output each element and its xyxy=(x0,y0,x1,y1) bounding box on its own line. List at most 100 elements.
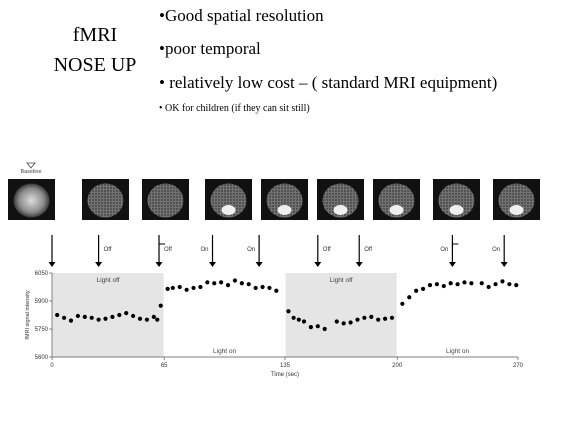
arrow-down-icon xyxy=(155,262,163,267)
data-point-57 xyxy=(441,283,446,289)
data-point-44 xyxy=(348,320,353,325)
data-point-48 xyxy=(376,317,381,322)
x-tick-label-3: 135 xyxy=(280,363,291,369)
data-point-59 xyxy=(455,282,460,287)
data-point-28 xyxy=(232,278,238,283)
data-point-22 xyxy=(191,285,196,291)
data-point-2 xyxy=(61,315,67,320)
data-point-18 xyxy=(165,286,170,291)
data-point-66 xyxy=(507,282,512,287)
y-tick-label-4: 6050 xyxy=(35,271,49,277)
period-band-3 xyxy=(285,273,398,357)
brain-scan-5 xyxy=(261,179,308,220)
data-point-3 xyxy=(68,318,74,323)
period-band-4 xyxy=(397,273,518,357)
data-point-40 xyxy=(315,324,320,329)
data-point-27 xyxy=(225,283,231,288)
y-tick-label-2: 5750 xyxy=(35,327,49,333)
data-point-49 xyxy=(383,316,388,321)
scan-state-label-6: Off xyxy=(364,247,372,253)
arrow-down-icon xyxy=(355,262,363,267)
arrow-down-icon xyxy=(209,262,217,267)
data-point-21 xyxy=(184,287,189,292)
period-band-2 xyxy=(164,273,285,357)
data-point-41 xyxy=(322,326,327,332)
scan-state-label-2: Off xyxy=(164,247,172,253)
visual-cortex-activation xyxy=(333,205,348,215)
x-tick-label-1: 0 xyxy=(50,363,54,369)
data-point-51 xyxy=(400,301,405,306)
y-tick-label-3: 5900 xyxy=(35,299,49,305)
data-point-54 xyxy=(420,286,426,291)
arrow-down-icon xyxy=(48,262,56,267)
brain-slice xyxy=(210,183,247,218)
title-line-1: fMRI xyxy=(72,24,118,46)
visual-cortex-activation xyxy=(389,205,404,215)
fmri-figure: Baseline Off Off On On Off Off On On Light off Lig… xyxy=(8,162,540,378)
scan-state-label-5: Off xyxy=(323,247,331,253)
data-point-7 xyxy=(96,317,101,322)
data-point-53 xyxy=(414,288,419,293)
arrow-down-icon xyxy=(314,262,322,267)
brain-scan-3 xyxy=(142,179,189,220)
visual-cortex-activation xyxy=(449,205,464,215)
brain-scan-4 xyxy=(205,179,252,220)
data-point-58 xyxy=(448,281,453,286)
data-point-14 xyxy=(144,317,150,322)
data-point-34 xyxy=(274,288,279,293)
data-point-64 xyxy=(493,282,498,287)
data-point-61 xyxy=(469,281,474,286)
period-label-4: Light on xyxy=(446,348,470,355)
data-point-6 xyxy=(89,315,94,320)
data-point-29 xyxy=(239,281,244,286)
brain-scan-6 xyxy=(317,179,364,220)
data-point-5 xyxy=(82,314,87,319)
x-tick-label-4: 200 xyxy=(392,363,403,369)
light-step-marker-1 xyxy=(158,243,166,249)
data-point-35 xyxy=(286,309,291,314)
visual-cortex-activation xyxy=(221,205,236,215)
data-point-25 xyxy=(212,281,217,286)
brain-scan-1 xyxy=(8,179,55,220)
scan-state-label-7: On xyxy=(440,247,448,253)
data-point-32 xyxy=(260,284,265,290)
data-point-42 xyxy=(334,319,339,324)
brain-scan-2 xyxy=(82,179,129,220)
arrow-down-icon xyxy=(95,262,103,267)
data-point-67 xyxy=(514,283,519,288)
data-point-24 xyxy=(205,280,210,285)
brain-slice xyxy=(147,183,184,218)
slide-title: fMRI NOSE UP xyxy=(40,20,150,80)
data-point-36 xyxy=(291,315,296,320)
data-point-30 xyxy=(246,282,251,287)
bullet-temporal: •poor temporal xyxy=(159,39,261,58)
bullet-spatial-resolution: •Good spatial resolution xyxy=(159,6,324,25)
x-tick-label-5: 270 xyxy=(513,363,524,369)
period-label-2: Light on xyxy=(213,348,237,355)
bullet-children: • OK for children (if they can sit still… xyxy=(159,103,310,114)
period-band-1 xyxy=(52,273,165,357)
data-point-62 xyxy=(479,281,484,286)
light-step-marker-2 xyxy=(451,243,459,249)
x-axis-title: Time (sec) xyxy=(271,372,299,378)
baseline-label: Baseline xyxy=(20,169,41,175)
brain-slice xyxy=(322,183,359,218)
brain-slice xyxy=(438,183,475,218)
scan-state-label-4: On xyxy=(247,247,255,253)
data-point-31 xyxy=(253,285,258,291)
data-point-8 xyxy=(103,316,108,321)
data-point-11 xyxy=(124,311,129,316)
data-point-56 xyxy=(434,282,439,287)
data-point-4 xyxy=(75,313,80,319)
data-point-12 xyxy=(131,313,136,319)
data-point-20 xyxy=(177,284,182,290)
brain-scan-9 xyxy=(493,179,540,220)
scan-state-label-1: Off xyxy=(104,247,112,253)
bullet-cost: • relatively low cost – ( standard MRI e… xyxy=(159,73,498,92)
y-axis-title: fMRI signal intensity xyxy=(25,290,31,339)
data-point-65 xyxy=(500,279,505,284)
data-point-37 xyxy=(296,317,301,322)
brain-slice xyxy=(378,183,415,218)
data-point-23 xyxy=(198,284,203,290)
